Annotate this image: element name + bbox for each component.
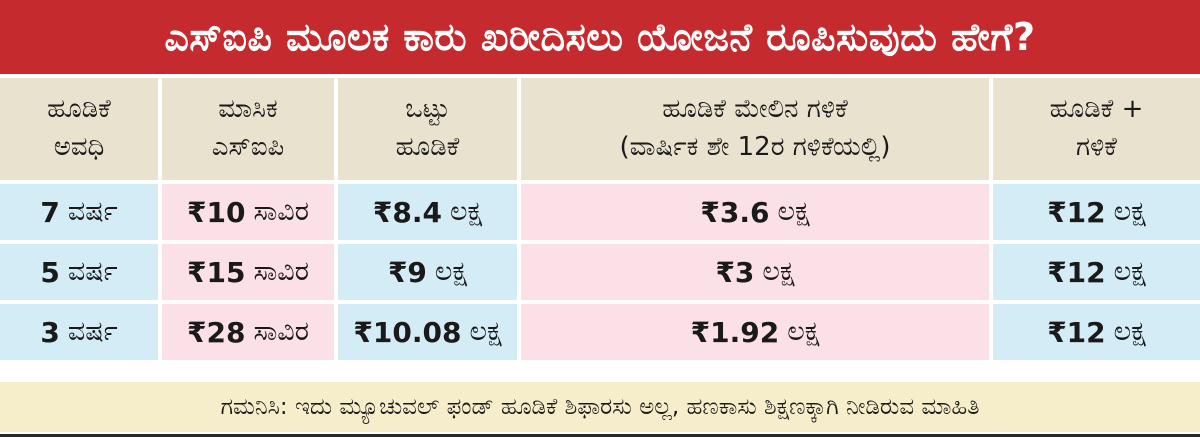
cell-value: 3	[40, 315, 60, 349]
cell-unit: ಲಕ್ಷ	[762, 256, 795, 287]
row1-sum: ₹12 ಲಕ್ಷ	[993, 184, 1200, 244]
cell-value: ₹12	[1047, 255, 1106, 289]
row1-period: 7 ವರ್ಷ	[0, 184, 162, 244]
cell-unit: ಲಕ್ಷ	[449, 196, 483, 227]
cell-value: ₹12	[1047, 315, 1106, 349]
row3-period: 3 ವರ್ಷ	[0, 304, 162, 364]
header-sum-line1: ಹೂಡಿಕೆ +	[1049, 94, 1144, 125]
row3-sip: ₹28 ಸಾವಿರ	[162, 304, 338, 364]
cell-unit: ಲಕ್ಷ	[1113, 316, 1146, 347]
header-monthly-sip-line1: ಮಾಸಿಕ	[218, 94, 278, 125]
cell-unit: ಲಕ್ಷ	[469, 316, 502, 347]
header-total-line2: ಹೂಡಿಕೆ	[395, 132, 460, 162]
header-total-line1: ಒಟ್ಟು	[405, 94, 450, 125]
cell-unit: ಲಕ್ಷ	[434, 256, 468, 287]
row2-earning: ₹3 ಲಕ್ಷ	[521, 244, 993, 304]
header-monthly-sip: ಮಾಸಿಕ ಎಸ್‌ಐಪಿ	[162, 78, 338, 184]
row3-earning: ₹1.92 ಲಕ್ಷ	[521, 304, 993, 364]
cell-value: ₹3	[715, 255, 755, 289]
cell-unit: ಸಾವಿರ	[253, 316, 310, 347]
header-sum-line2: ಗಳಿಕೆ	[1076, 132, 1117, 162]
row3-sum: ₹12 ಲಕ್ಷ	[993, 304, 1200, 364]
cell-value: ₹10	[186, 195, 246, 229]
cell-value: ₹8.4	[372, 195, 442, 229]
cell-value: ₹1.92	[690, 315, 780, 349]
header-total-investment: ಒಟ್ಟು ಹೂಡಿಕೆ	[338, 78, 521, 184]
sip-table: ಹೂಡಿಕೆ ಅವಧಿ ಮಾಸಿಕ ಎಸ್‌ಐಪಿ ಒಟ್ಟು ಹೂಡಿಕೆ ಹ…	[0, 78, 1200, 364]
header-monthly-sip-line2: ಎಸ್‌ಐಪಿ	[211, 132, 285, 162]
cell-unit: ಲಕ್ಷ	[787, 316, 820, 347]
cell-unit: ವರ್ಷ	[67, 316, 118, 347]
disclaimer-note: ಗಮನಿಸಿ: ಇದು ಮ್ಯೂಚುವಲ್ ಫಂಡ್ ಹೂಡಿಕೆ ಶಿಫಾರಸ…	[0, 382, 1200, 432]
cell-unit: ಸಾವಿರ	[253, 256, 310, 287]
cell-unit: ಲಕ್ಷ	[1113, 196, 1146, 227]
cell-value: ₹9	[387, 255, 427, 289]
header-earnings-line2: (ವಾರ್ಷಿಕ ಶೇ 12ರ ಗಳಿಕೆಯಲ್ಲಿ)	[619, 132, 891, 162]
cell-unit: ಲಕ್ಷ	[1113, 256, 1146, 287]
page-title: ಎಸ್‌ಐಪಿ ಮೂಲಕ ಕಾರು ಖರೀದಿಸಲು ಯೋಜನೆ ರೂಪಿಸುವ…	[0, 0, 1200, 74]
cell-unit: ವರ್ಷ	[67, 196, 118, 227]
row2-total: ₹9 ಲಕ್ಷ	[338, 244, 521, 304]
row1-earning: ₹3.6 ಲಕ್ಷ	[521, 184, 993, 244]
header-investment-plus-earnings: ಹೂಡಿಕೆ + ಗಳಿಕೆ	[993, 78, 1200, 184]
cell-value: ₹15	[186, 255, 246, 289]
cell-value: ₹3.6	[700, 195, 770, 229]
row2-sip: ₹15 ಸಾವಿರ	[162, 244, 338, 304]
row2-sum: ₹12 ಲಕ್ಷ	[993, 244, 1200, 304]
row2-period: 5 ವರ್ಷ	[0, 244, 162, 304]
cell-value: ₹10.08	[353, 315, 462, 349]
cell-value: 7	[40, 195, 60, 229]
header-period-line2: ಅವಧಿ	[53, 132, 105, 162]
cell-value: ₹28	[186, 315, 246, 349]
cell-unit: ಸಾವಿರ	[253, 196, 310, 227]
cell-value: ₹12	[1047, 195, 1106, 229]
cell-unit: ಲಕ್ಷ	[777, 196, 810, 227]
cell-value: 5	[40, 255, 60, 289]
header-earnings: ಹೂಡಿಕೆ ಮೇಲಿನ ಗಳಿಕೆ (ವಾರ್ಷಿಕ ಶೇ 12ರ ಗಳಿಕೆ…	[521, 78, 993, 184]
row1-sip: ₹10 ಸಾವಿರ	[162, 184, 338, 244]
header-earnings-line1: ಹೂಡಿಕೆ ಮೇಲಿನ ಗಳಿಕೆ	[662, 94, 848, 125]
row3-total: ₹10.08 ಲಕ್ಷ	[338, 304, 521, 364]
bottom-divider	[0, 434, 1200, 437]
header-period: ಹೂಡಿಕೆ ಅವಧಿ	[0, 78, 162, 184]
row1-total: ₹8.4 ಲಕ್ಷ	[338, 184, 521, 244]
header-period-line1: ಹೂಡಿಕೆ	[47, 94, 111, 125]
cell-unit: ವರ್ಷ	[67, 256, 118, 287]
